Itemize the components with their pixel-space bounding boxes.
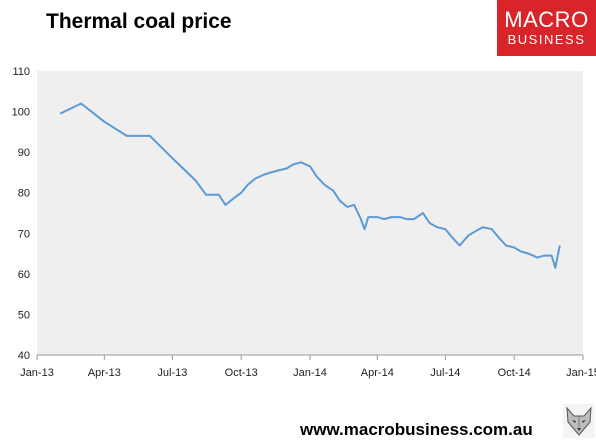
y-tick-label: 90 [18,147,30,159]
x-tick-label: Oct-14 [498,367,531,379]
y-tick-label: 80 [18,188,30,200]
y-tick-label: 40 [18,350,30,362]
series-layer [59,102,561,269]
x-tick-label: Apr-13 [88,367,121,379]
x-tick-label: Jul-14 [430,367,460,379]
wolf-head-icon [563,404,595,438]
macrobusiness-logo: MACRO BUSINESS [497,0,596,56]
x-tick-label: Jan-13 [20,367,54,379]
line-chart: 40 50 60 70 80 90 100 110 Jan-13 Apr-13 Jul-13 Oct… [12,66,596,379]
y-tick-label: 110 [12,66,30,78]
footer-url: www.macrobusiness.com.au [300,420,533,439]
series-line [59,102,561,269]
y-axis: 40 50 60 70 80 90 100 110 [12,66,30,362]
plot-area [37,71,583,355]
y-tick-label: 100 [12,107,30,119]
y-tick-label: 60 [18,269,30,281]
logo-line-1: MACRO [504,7,589,32]
x-axis: Jan-13 Apr-13 Jul-13 Oct-13 Jan-14 Apr-14 Jul-… [20,354,596,379]
y-tick-label: 50 [18,309,30,321]
x-tick-label: Jan-15 [566,367,596,379]
x-tick-label: Jul-13 [157,367,187,379]
chart-title: Thermal coal price [46,10,232,33]
x-tick-label: Apr-14 [361,367,394,379]
x-tick-label: Oct-13 [225,367,258,379]
y-tick-label: 70 [18,228,30,240]
logo-line-2: BUSINESS [507,32,586,47]
x-tick-label: Jan-14 [293,367,327,379]
